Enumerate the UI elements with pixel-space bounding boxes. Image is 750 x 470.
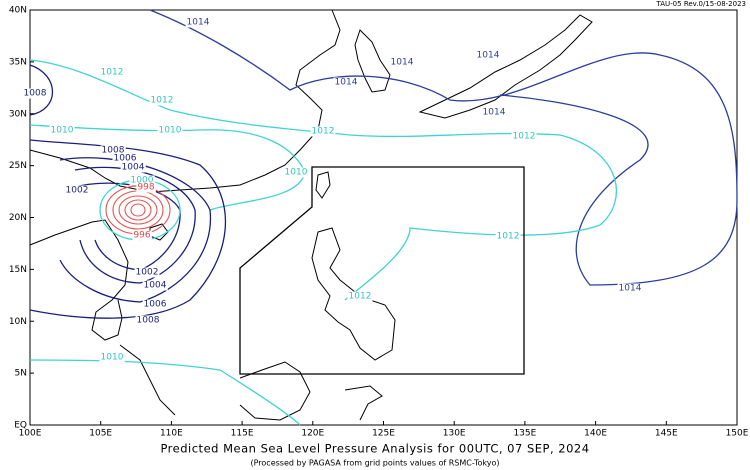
contour-label-bg [100, 145, 126, 156]
contour-label-bg [135, 315, 161, 326]
contour-label: 1012 [312, 127, 335, 137]
lon-label: 105E [89, 429, 112, 439]
isobar-1012-north [29, 59, 617, 301]
map-subtitle: (Processed by PAGASA from grid points va… [250, 459, 499, 468]
coastline-borneo [239, 361, 311, 421]
lon-label: 145E [655, 429, 678, 439]
contour-label-bg [511, 131, 537, 142]
contour-label: 1002 [66, 186, 89, 196]
coastline-korea [354, 29, 391, 93]
contour-label-bg [333, 77, 359, 88]
coastline-philippines [311, 227, 396, 361]
coastline-malaya [119, 344, 176, 416]
coastline-indochina [29, 219, 129, 341]
coastline-sulawesi [344, 385, 383, 421]
contour-label: 998 [137, 183, 154, 193]
contour-label: 1008 [102, 146, 125, 156]
contour-label-bg [283, 167, 309, 178]
lat-label: 40N [9, 6, 27, 16]
contour-label-bg [134, 267, 160, 278]
contour-label: 1008 [137, 316, 160, 326]
revision-label: TAU-05 Rev.0/15-08-2023 [656, 0, 746, 8]
contour-label: 1012 [513, 132, 536, 142]
contour-label-bg [481, 107, 507, 118]
map-frame [29, 9, 738, 426]
lon-label: 115E [231, 429, 254, 439]
contour-label: 996 [133, 231, 150, 241]
contour-label: 1014 [619, 284, 642, 294]
lat-label: 30N [9, 109, 27, 119]
contour-label: 1010 [51, 126, 74, 136]
contour-label: 1014 [187, 18, 210, 28]
contour-label-bg [185, 17, 211, 28]
isobar-inner [124, 199, 152, 221]
contour-label: 1014 [483, 108, 506, 118]
lon-label: 120E [301, 429, 324, 439]
contour-label-bg [64, 185, 90, 196]
lon-label: 110E [160, 429, 183, 439]
contour-label: 1012 [151, 96, 174, 106]
lat-label: 15N [9, 265, 27, 275]
contour-label: 1014 [335, 78, 358, 88]
contour-label: 1006 [144, 300, 167, 310]
lat-label: 10N [9, 317, 27, 327]
lat-label: 25N [9, 161, 27, 171]
contour-label: 1006 [114, 154, 137, 164]
lon-label: 125E [372, 429, 395, 439]
contour-label-bg [389, 57, 415, 68]
contour-label: 1012 [101, 68, 124, 78]
coastline-japan [418, 14, 593, 119]
contour-label-bg [495, 231, 521, 242]
contour-label: 1004 [144, 281, 167, 291]
map-title: Predicted Mean Sea Level Pressure Analys… [160, 442, 589, 456]
lat-label: 5N [15, 369, 27, 379]
lon-label: 130E [443, 429, 466, 439]
contour-label: 1008 [24, 89, 47, 99]
contour-label: 1010 [101, 353, 124, 363]
contour-label: 1010 [159, 126, 182, 136]
contour-label-bg [142, 299, 168, 310]
lon-label: 100E [19, 429, 42, 439]
contour-label-bg [49, 125, 75, 136]
isobar-inner [130, 203, 146, 217]
contour-label-bg [129, 175, 155, 186]
contour-label: 1002 [136, 268, 159, 278]
coastline-asia [29, 9, 341, 193]
contour-label-bg [120, 162, 146, 173]
isobar-1010 [29, 124, 306, 426]
contour-label-bg [99, 67, 125, 78]
contour-label: 1012 [497, 232, 520, 242]
contour-label-bg [617, 283, 643, 294]
lon-label: 140E [584, 429, 607, 439]
contour-label-bg [136, 182, 156, 193]
lat-label: EQ [14, 421, 27, 431]
lat-label: 20N [9, 213, 27, 223]
lat-label: 35N [9, 57, 27, 67]
contour-label: 1004 [122, 163, 145, 173]
contour-label-bg [22, 88, 48, 99]
contour-label: 1000 [131, 176, 154, 186]
contour-label-bg [132, 230, 152, 241]
contour-label: 1010 [285, 168, 308, 178]
contour-label: 1014 [477, 51, 500, 61]
lon-label: 150E [726, 429, 749, 439]
contour-label-bg [347, 291, 373, 302]
contour-label: 1012 [349, 292, 372, 302]
coastline-taiwan [315, 171, 331, 199]
contour-label-bg [142, 280, 168, 291]
lon-label: 135E [513, 429, 536, 439]
contour-label-bg [310, 126, 336, 137]
isobar-inner [118, 195, 158, 225]
contour-label: 1014 [391, 58, 414, 68]
responsibility-area [239, 166, 525, 375]
isobar-1014 [149, 9, 738, 286]
contour-label-bg [149, 95, 175, 106]
contour-label-bg [112, 153, 138, 164]
contour-label-bg [99, 352, 125, 363]
contour-label-bg [475, 50, 501, 61]
contour-label-bg [157, 125, 183, 136]
plot-border [29, 9, 738, 426]
